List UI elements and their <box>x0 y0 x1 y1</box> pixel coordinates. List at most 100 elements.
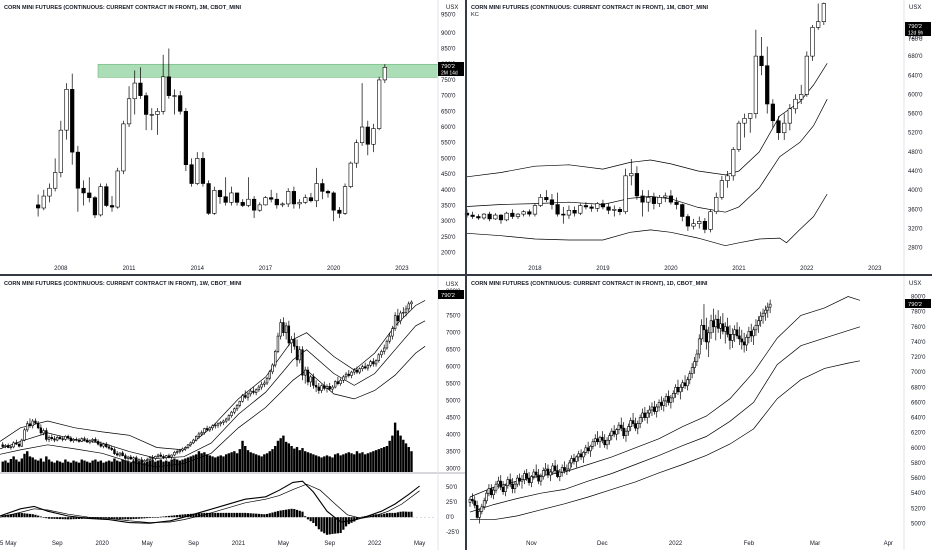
volume-bar <box>165 460 168 472</box>
price-tick: 580'0 <box>911 461 926 467</box>
price-tick: 440'0 <box>908 169 923 175</box>
price-axis-quarterly[interactable]: 900'0850'0800'0750'0700'0650'0600'0550'0… <box>441 13 456 257</box>
candle-body-up <box>748 113 753 119</box>
candle-weekly <box>238 400 241 408</box>
candle-body-down <box>36 204 41 209</box>
candle-body-up <box>80 438 83 442</box>
pane-quarterly[interactable]: CORN MINI FUTURES (CONTINUOUS: CURRENT C… <box>0 0 465 274</box>
candle-body-down <box>527 211 532 215</box>
candle-quarterly <box>320 178 325 200</box>
candle-monthly <box>697 216 702 229</box>
candle-quarterly <box>263 196 268 206</box>
candle-body-up <box>189 442 192 446</box>
candle-body-up <box>385 340 389 349</box>
volume-bar <box>154 461 157 472</box>
volume-bar <box>304 451 307 472</box>
candle-body-up <box>570 458 573 464</box>
candle-body-up <box>155 111 160 115</box>
candle-body-down <box>475 505 479 518</box>
candle-body-down <box>287 325 291 344</box>
candle-weekly <box>402 307 405 318</box>
candle-body-down <box>683 382 687 387</box>
candle-body-up <box>754 324 758 331</box>
candle-daily <box>532 469 536 480</box>
candle-body-up <box>178 449 182 452</box>
time-axis-daily[interactable]: Nov Dec 2022 Feb Mar Apr 25 <box>0 541 893 547</box>
time-tick: Dec <box>597 541 608 547</box>
volume-bar <box>325 455 329 472</box>
candle-daily <box>513 481 517 494</box>
macd-histogram-bar <box>377 514 380 518</box>
candle-body-down <box>269 197 274 200</box>
candle-daily <box>733 325 736 342</box>
time-axis-quarterly[interactable]: 2008 2011 2014 2017 2020 2023 <box>54 266 409 272</box>
time-axis-monthly[interactable]: 2018 2019 2020 2021 2022 2023 <box>528 266 882 272</box>
candle-quarterly <box>206 180 211 215</box>
candle-quarterly <box>257 202 262 212</box>
candle-weekly <box>167 453 171 459</box>
candle-weekly <box>295 339 299 367</box>
candle-body-up <box>279 322 282 337</box>
candle-monthly <box>493 213 498 220</box>
macd-histogram-bar <box>132 517 135 520</box>
candle-body-down <box>104 186 109 206</box>
candle-body-up <box>219 422 222 425</box>
candle-daily <box>551 462 555 476</box>
candle-weekly <box>162 454 165 460</box>
candle-daily <box>716 310 720 333</box>
candle-body-up <box>393 315 397 329</box>
candle-weekly <box>77 438 81 443</box>
candle-body-down <box>291 191 296 205</box>
candle-body-down <box>653 406 656 412</box>
candle-weekly <box>47 435 51 443</box>
candle-body-up <box>504 485 507 492</box>
price-axis-monthly[interactable]: 720'0 680'0 640'0 600'0 560'0 520'0 480'0 440'0… <box>908 35 923 252</box>
currency-label: USX <box>909 281 921 287</box>
candle-weekly <box>347 370 350 378</box>
candle-weekly <box>249 388 252 397</box>
volume-bar <box>279 438 282 472</box>
last-price-value: 790'2 <box>908 24 922 30</box>
macd-histogram-bar <box>222 512 225 518</box>
volume-bar <box>107 460 111 472</box>
candle-body-up <box>655 406 659 412</box>
candle-daily <box>747 326 751 344</box>
macd-histogram-bar <box>17 513 21 518</box>
price-tick: 700'0 <box>446 331 461 337</box>
candle-body-up <box>575 456 578 462</box>
time-tick: Apr <box>884 541 893 547</box>
macd-histogram-bar <box>388 512 391 518</box>
candle-weekly <box>233 407 236 415</box>
candle-weekly <box>156 453 160 459</box>
candle-monthly <box>600 199 606 210</box>
candle-body-down <box>510 212 515 217</box>
time-axis-weekly[interactable]: May Sep 2020 May Sep 2021 May Sep 2022 May <box>5 541 425 547</box>
candle-body-up <box>577 453 581 458</box>
candle-monthly <box>646 190 651 212</box>
price-tick: 400'0 <box>908 188 923 194</box>
macd-histogram-bar <box>23 513 26 518</box>
candle-body-up <box>629 173 634 177</box>
candle-weekly <box>135 455 138 463</box>
volume-bar <box>396 430 400 472</box>
price-axis-daily[interactable]: 800'0 780'0 760'0 740'0 720'0 700'0 680'0 660'0… <box>911 295 926 528</box>
candle-body-down <box>308 197 314 202</box>
candle-daily <box>709 314 713 339</box>
macd-histogram-bar <box>331 517 334 534</box>
pane-monthly[interactable]: CORN MINI FUTURES (CONTINUOUS: CURRENT C… <box>464 0 932 274</box>
volume-bar <box>263 454 266 472</box>
candle-body-up <box>709 320 713 334</box>
candle-daily <box>695 349 699 367</box>
candle-body-down <box>396 315 400 322</box>
macd-histogram-bar <box>257 513 260 518</box>
last-price-badge-bg <box>438 62 464 76</box>
pane-weekly[interactable]: CORN MINI FUTURES (CONTINUOUS: CURRENT C… <box>0 276 465 550</box>
oscillator-axis[interactable]: 50'0 25'0 0'0 -25'0 <box>446 485 460 536</box>
candle-body-up <box>203 428 206 433</box>
candle-monthly <box>782 113 787 140</box>
candle-monthly <box>691 218 696 230</box>
candle-daily <box>627 423 630 436</box>
candle-weekly <box>31 418 34 429</box>
candle-monthly <box>532 203 538 217</box>
pane-daily[interactable]: CORN MINI FUTURES (CONTINUOUS: CURRENT C… <box>0 276 932 550</box>
